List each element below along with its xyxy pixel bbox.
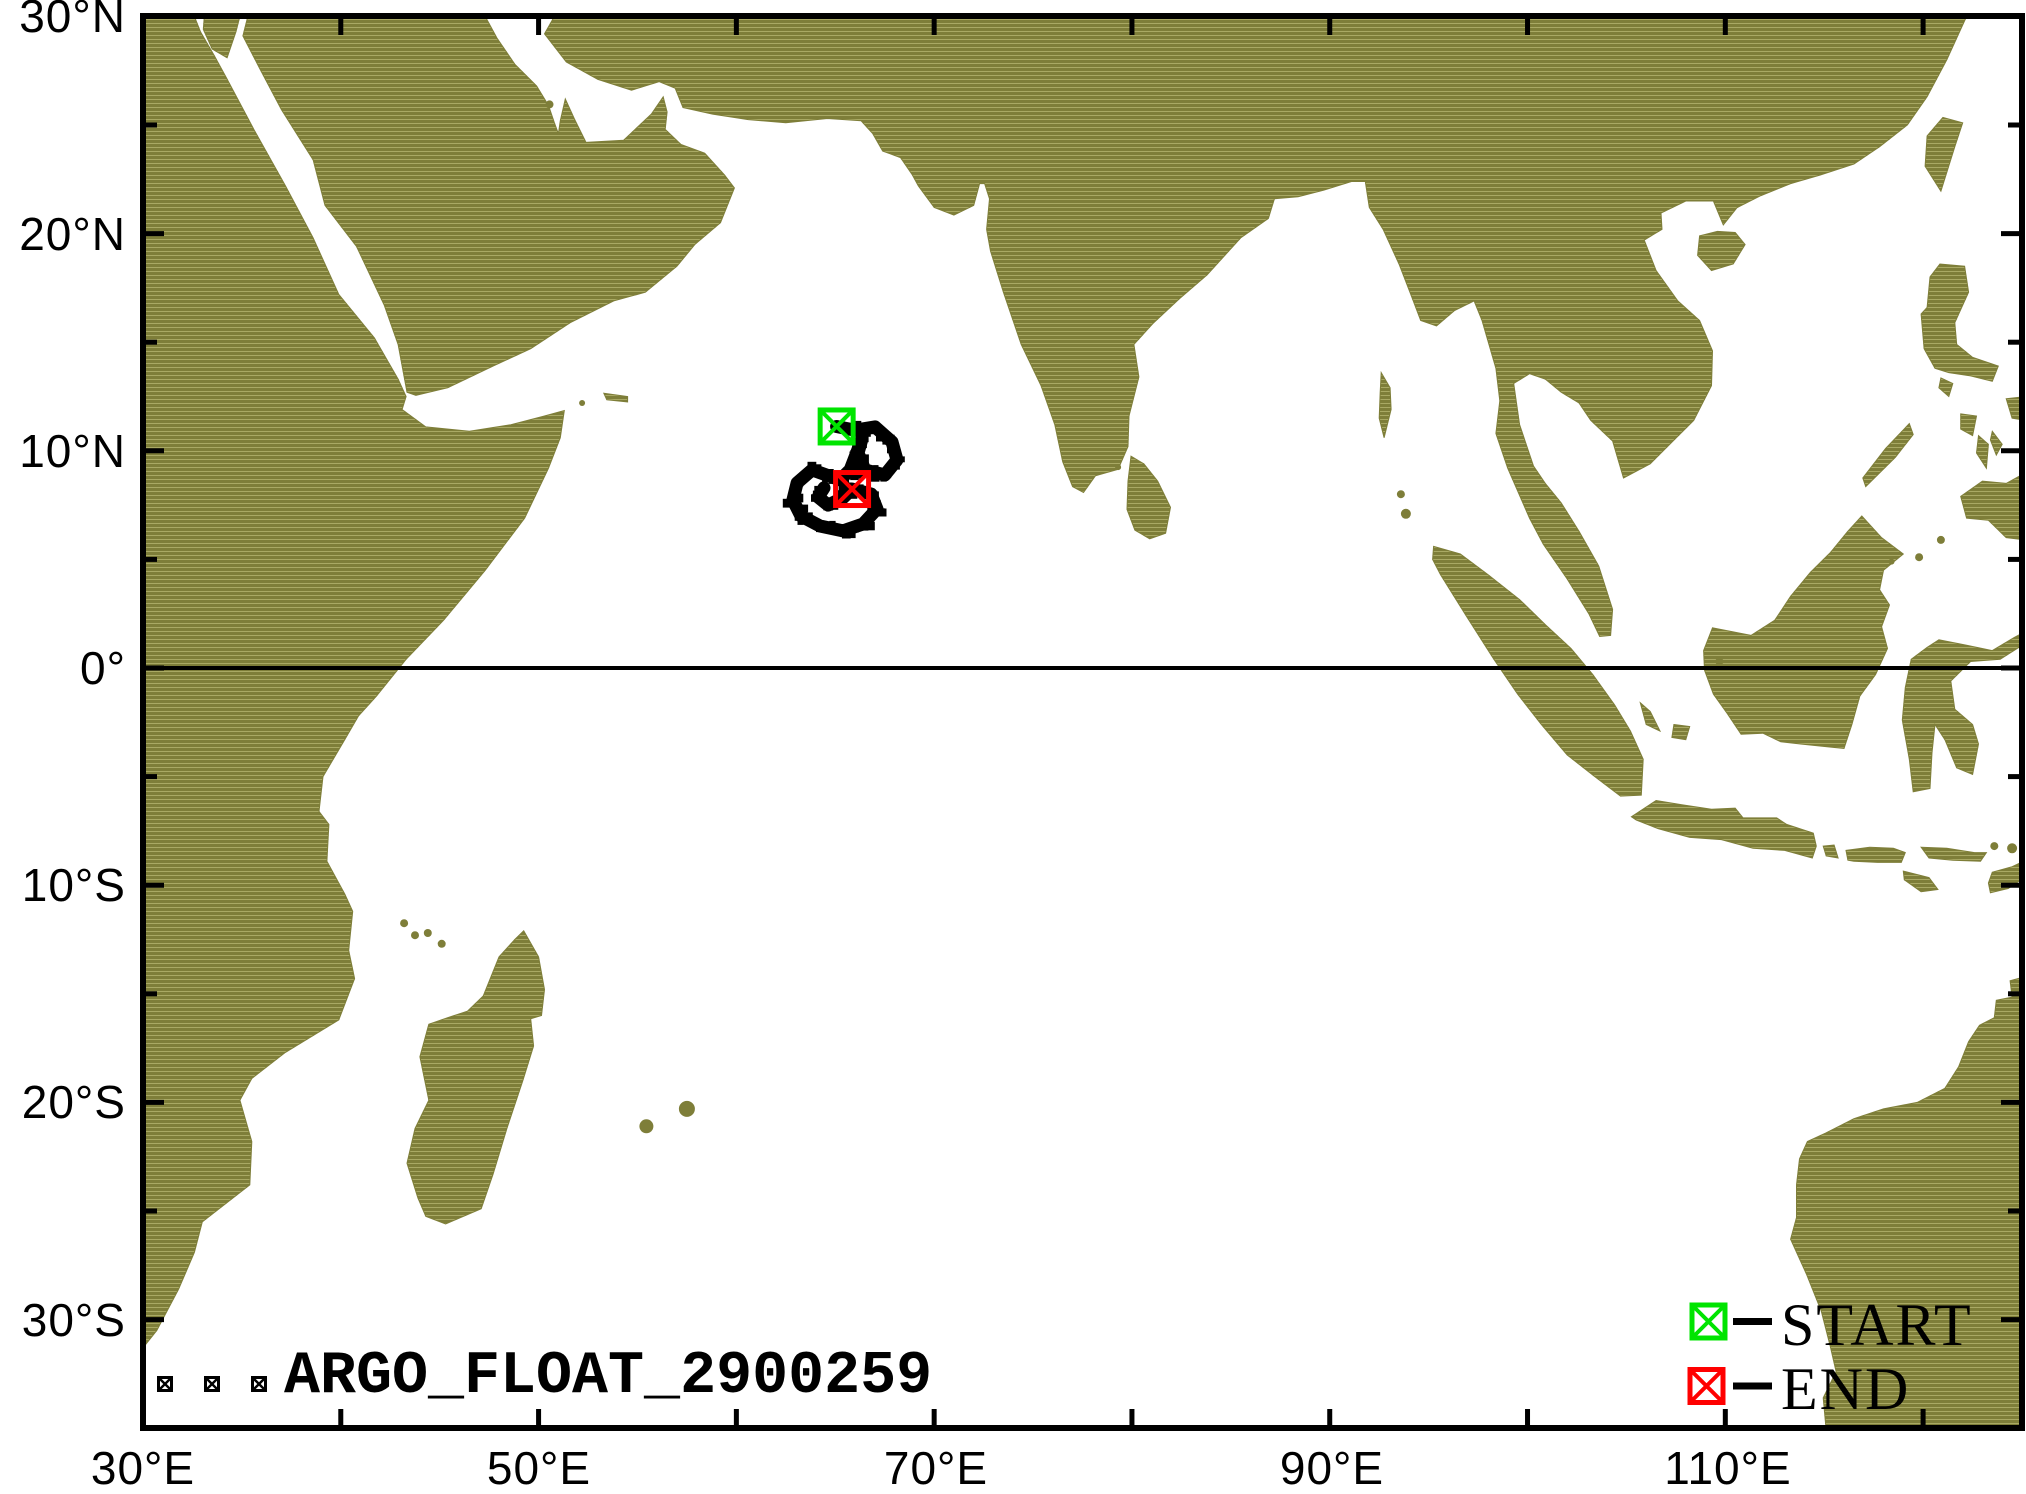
island-dot xyxy=(1715,657,1724,666)
island-dot xyxy=(1400,508,1411,519)
landmasses xyxy=(143,16,2022,1428)
land-polygon xyxy=(1432,545,1644,797)
island-dot xyxy=(2007,843,2018,854)
x-axis-label-90e: 90°E xyxy=(1279,1442,1385,1494)
y-axis-label-20n: 20°N xyxy=(19,208,126,260)
land-polygon xyxy=(406,929,546,1225)
x-axis-label-110e: 110°E xyxy=(1664,1442,1792,1494)
land-polygon xyxy=(1960,413,1978,437)
land-polygon xyxy=(1920,846,1988,862)
float-legend-marker-icon xyxy=(157,1376,173,1392)
island-dot xyxy=(411,931,419,940)
y-axis-label-20s: 20°S xyxy=(21,1076,126,1128)
land-polygon xyxy=(1703,515,1905,749)
land-polygon xyxy=(1989,430,2003,457)
start-legend-label: START xyxy=(1781,1292,1973,1358)
island-dot xyxy=(579,400,586,406)
end-marker xyxy=(833,470,872,509)
island-dot xyxy=(639,1119,654,1134)
y-axis-label-10s: 10°S xyxy=(21,859,126,911)
land-polygon xyxy=(1901,632,2022,793)
island-dot xyxy=(545,100,554,109)
land-polygon xyxy=(1790,976,2022,1428)
y-axis-label-30n: 30°N xyxy=(19,0,126,42)
float-legend-marker-icon xyxy=(251,1376,267,1392)
island-dot xyxy=(1396,490,1405,499)
land-polygon xyxy=(1924,116,1964,193)
y-axis-label-30s: 30°S xyxy=(21,1294,126,1346)
land-polygon xyxy=(1902,870,1939,893)
land-polygon xyxy=(1987,861,2022,894)
island-dot xyxy=(437,939,446,948)
start-legend-marker-icon xyxy=(1689,1302,1728,1341)
float-legend-label: ARGO_FLOAT_2900259 xyxy=(284,1343,933,1411)
land-polygon xyxy=(1822,844,1839,859)
island-dot xyxy=(1990,842,1999,851)
end-legend-label: END xyxy=(1781,1356,1911,1422)
island-dot xyxy=(1115,464,1122,471)
land-polygon xyxy=(1920,263,1999,382)
land-polygon xyxy=(242,16,735,396)
land-polygon xyxy=(1126,455,1172,540)
axis-ticks xyxy=(146,19,2019,1425)
land-polygon xyxy=(1671,723,1691,741)
start-legend-dash xyxy=(1733,1318,1772,1325)
land-polygon xyxy=(1378,370,1392,438)
land-polygon xyxy=(143,16,565,1349)
land-polygon xyxy=(543,16,1968,638)
island-dot xyxy=(1915,553,1924,562)
y-axis-label-0: 0° xyxy=(80,642,126,694)
y-axis-label-10n: 10°N xyxy=(19,425,126,477)
end-legend-marker-icon xyxy=(1687,1367,1726,1405)
land-polygon xyxy=(1639,701,1662,733)
land-polygon xyxy=(1960,474,2022,540)
island-dot xyxy=(1936,535,1945,544)
land-polygon xyxy=(1697,230,1746,272)
island-dot xyxy=(400,919,409,928)
land-polygon xyxy=(1938,377,1954,398)
land-polygon xyxy=(602,392,629,403)
island-dot xyxy=(1888,558,1895,565)
start-marker xyxy=(817,407,856,446)
end-legend-dash xyxy=(1733,1382,1772,1390)
land-polygon xyxy=(1630,799,1817,859)
x-axis-label-30e: 30°E xyxy=(90,1442,196,1494)
map-frame xyxy=(140,13,2025,1431)
land-polygon xyxy=(1845,846,1906,863)
x-axis-label-50e: 50°E xyxy=(486,1442,592,1494)
x-axis-label-70e: 70°E xyxy=(883,1442,989,1494)
island-dot xyxy=(423,929,432,937)
land-polygon xyxy=(1862,422,1914,488)
island-dot xyxy=(678,1100,695,1117)
land-polygon xyxy=(1975,434,1989,470)
float-legend-marker-icon xyxy=(204,1376,220,1392)
